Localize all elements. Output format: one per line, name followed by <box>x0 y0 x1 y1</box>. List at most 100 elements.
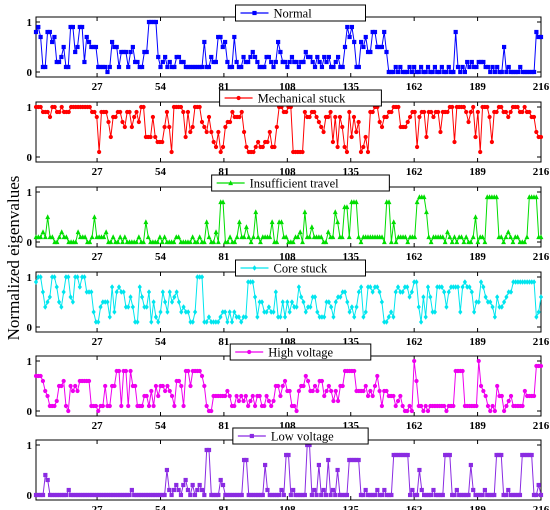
data-point <box>91 44 96 50</box>
data-point <box>324 59 329 65</box>
data-point <box>188 492 193 498</box>
data-point <box>269 219 275 225</box>
data-point <box>107 314 112 320</box>
data-point <box>96 319 101 325</box>
data-point <box>136 492 141 498</box>
data-point <box>73 492 78 498</box>
data-point <box>518 279 523 285</box>
data-point <box>103 299 108 305</box>
data-point <box>262 309 267 315</box>
data-point <box>361 388 366 394</box>
data-point <box>403 124 408 130</box>
data-point <box>114 44 119 50</box>
data-point <box>105 69 110 75</box>
data-point <box>428 69 433 75</box>
data-point <box>220 199 226 205</box>
data-point <box>506 289 511 295</box>
data-point <box>524 234 530 240</box>
data-point <box>405 239 411 245</box>
data-point <box>80 274 85 280</box>
data-point <box>176 299 182 305</box>
data-point <box>256 492 261 498</box>
data-point <box>505 229 511 235</box>
data-point <box>52 34 57 40</box>
data-point <box>297 229 303 235</box>
data-point <box>393 289 398 295</box>
data-point <box>252 294 258 300</box>
data-point <box>236 64 242 70</box>
x-tick-label: 189 <box>469 81 486 93</box>
data-point <box>263 462 268 468</box>
data-point <box>134 109 139 115</box>
data-point <box>531 114 537 120</box>
data-point <box>346 234 352 240</box>
data-point <box>294 408 299 414</box>
data-point <box>259 64 265 70</box>
data-point <box>97 149 102 155</box>
x-tick-label: 162 <box>406 336 423 348</box>
data-point <box>71 492 76 498</box>
data-point <box>87 492 92 498</box>
data-point <box>52 403 57 409</box>
data-point <box>129 487 134 493</box>
data-point <box>223 492 228 498</box>
data-point <box>398 64 403 70</box>
data-point <box>342 144 347 150</box>
legend-label: Normal <box>274 7 313 21</box>
data-point <box>510 239 516 245</box>
data-point <box>417 114 422 120</box>
data-point <box>274 239 280 245</box>
data-point <box>167 388 172 394</box>
data-point <box>340 289 345 295</box>
data-point <box>492 492 497 498</box>
data-point <box>172 403 177 409</box>
data-point <box>279 219 284 225</box>
data-point <box>243 59 248 65</box>
legend-box <box>229 343 372 361</box>
data-point <box>70 299 75 305</box>
data-point <box>400 403 405 409</box>
data-point <box>480 492 485 498</box>
data-point <box>409 408 414 414</box>
data-point <box>440 234 446 240</box>
data-point <box>61 492 67 498</box>
data-point <box>70 24 75 30</box>
data-point <box>75 274 80 280</box>
data-point <box>61 289 66 295</box>
data-point <box>229 319 235 325</box>
data-point <box>524 452 530 458</box>
data-point <box>132 114 137 120</box>
data-point <box>113 114 118 120</box>
data-point <box>400 452 406 458</box>
data-point <box>126 64 131 70</box>
data-point <box>183 477 188 483</box>
data-point <box>472 309 477 315</box>
data-point <box>337 492 343 498</box>
data-point <box>284 109 289 115</box>
legend-box <box>219 89 382 107</box>
data-point <box>56 299 62 305</box>
data-point <box>193 309 198 315</box>
data-point <box>197 234 203 240</box>
data-point <box>309 224 315 230</box>
data-point <box>130 44 135 50</box>
data-point <box>322 314 327 320</box>
data-point <box>370 109 375 115</box>
data-point <box>301 383 306 389</box>
data-point <box>424 134 429 140</box>
data-point <box>405 119 410 125</box>
data-point <box>475 109 480 115</box>
data-point <box>520 452 525 458</box>
data-point <box>340 492 345 498</box>
data-point <box>122 124 127 130</box>
data-point <box>429 492 434 498</box>
data-point <box>280 299 285 305</box>
data-point <box>139 64 145 70</box>
data-point <box>471 104 476 110</box>
data-point <box>418 319 424 325</box>
legend-marker <box>252 10 257 16</box>
data-point <box>538 234 544 240</box>
data-point <box>174 289 179 295</box>
data-point <box>482 487 487 493</box>
